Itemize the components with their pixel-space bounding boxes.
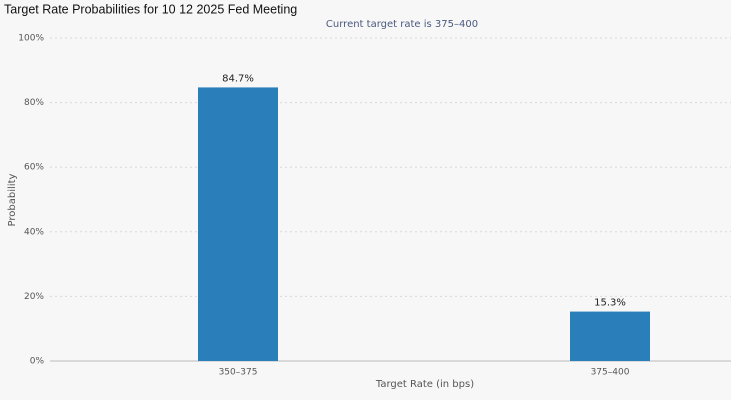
- x-tick-label: 350–375: [219, 368, 258, 378]
- chart-title: Target Rate Probabilities for 10 12 2025…: [4, 2, 297, 16]
- y-tick-label: 80%: [24, 98, 44, 108]
- y-axis-title: Probability: [7, 173, 18, 226]
- y-tick-label: 20%: [24, 292, 44, 302]
- bar: [198, 87, 278, 361]
- y-tick-label: 60%: [24, 163, 44, 173]
- y-tick-label: 0%: [30, 357, 45, 367]
- data-label: 15.3%: [594, 298, 626, 309]
- x-axis-title: Target Rate (in bps): [375, 379, 474, 390]
- x-tick-label: 375–400: [591, 368, 630, 378]
- y-tick-label: 100%: [18, 34, 44, 44]
- bar: [570, 311, 650, 361]
- data-label: 84.7%: [222, 73, 254, 84]
- y-tick-label: 40%: [24, 227, 44, 237]
- chart-subtitle: Current target rate is 375–400: [326, 19, 478, 30]
